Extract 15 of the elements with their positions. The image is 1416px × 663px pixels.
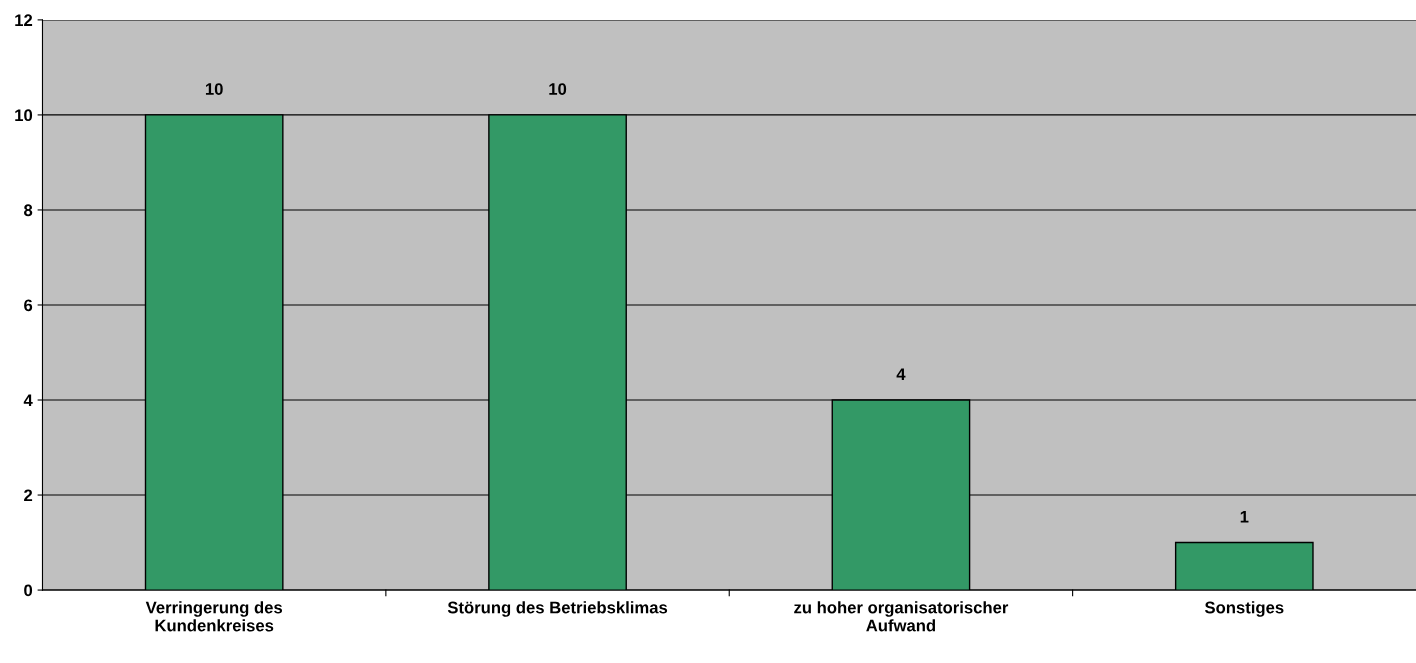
data-label: 4 — [896, 368, 906, 380]
y-tick-label: 4 — [23, 394, 33, 407]
x-tick-label: zu hoher organisatorischer Aufwand — [794, 601, 1009, 632]
x-tick-label: Störung des Betriebsklimas — [447, 601, 668, 617]
x-tick-label: Sonstiges — [1204, 601, 1284, 617]
data-label: 1 — [1240, 510, 1249, 523]
x-tick-label: Verringerung des Kundenkreises — [145, 601, 283, 632]
data-label: 10 — [205, 83, 223, 95]
y-tick-label: 6 — [24, 299, 33, 312]
data-label: 10 — [549, 83, 567, 95]
y-tick-label: 0 — [24, 584, 33, 597]
y-tick-label: 10 — [15, 109, 33, 122]
y-tick-label: 8 — [24, 204, 33, 217]
y-tick-label: 2 — [24, 489, 33, 502]
y-tick-label: 12 — [15, 14, 33, 26]
